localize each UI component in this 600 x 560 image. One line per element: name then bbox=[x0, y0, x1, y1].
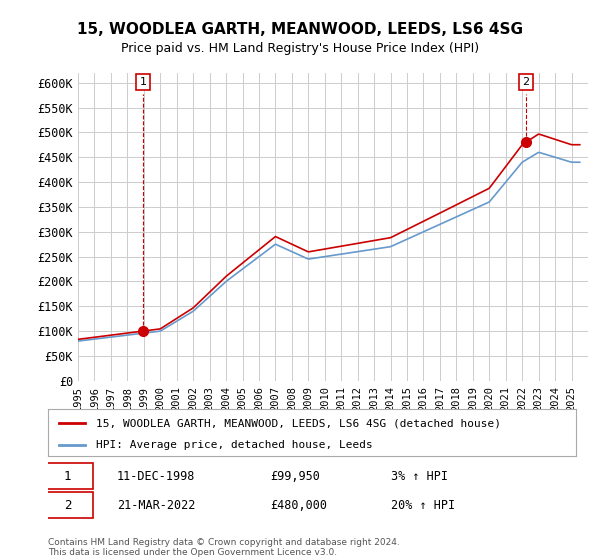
Text: Price paid vs. HM Land Registry's House Price Index (HPI): Price paid vs. HM Land Registry's House … bbox=[121, 42, 479, 55]
Text: 3% ↑ HPI: 3% ↑ HPI bbox=[391, 470, 448, 483]
Text: 15, WOODLEA GARTH, MEANWOOD, LEEDS, LS6 4SG (detached house): 15, WOODLEA GARTH, MEANWOOD, LEEDS, LS6 … bbox=[95, 418, 500, 428]
Text: 21-MAR-2022: 21-MAR-2022 bbox=[116, 499, 195, 512]
Text: Contains HM Land Registry data © Crown copyright and database right 2024.
This d: Contains HM Land Registry data © Crown c… bbox=[48, 538, 400, 557]
FancyBboxPatch shape bbox=[43, 463, 93, 489]
Text: £480,000: £480,000 bbox=[270, 499, 327, 512]
Text: 1: 1 bbox=[139, 77, 146, 87]
Text: £99,950: £99,950 bbox=[270, 470, 320, 483]
Text: 2: 2 bbox=[522, 77, 529, 87]
Text: 20% ↑ HPI: 20% ↑ HPI bbox=[391, 499, 455, 512]
Text: 11-DEC-1998: 11-DEC-1998 bbox=[116, 470, 195, 483]
Text: 2: 2 bbox=[64, 499, 71, 512]
Text: 1: 1 bbox=[64, 470, 71, 483]
FancyBboxPatch shape bbox=[43, 492, 93, 517]
Text: HPI: Average price, detached house, Leeds: HPI: Average price, detached house, Leed… bbox=[95, 440, 372, 450]
Text: 15, WOODLEA GARTH, MEANWOOD, LEEDS, LS6 4SG: 15, WOODLEA GARTH, MEANWOOD, LEEDS, LS6 … bbox=[77, 22, 523, 38]
